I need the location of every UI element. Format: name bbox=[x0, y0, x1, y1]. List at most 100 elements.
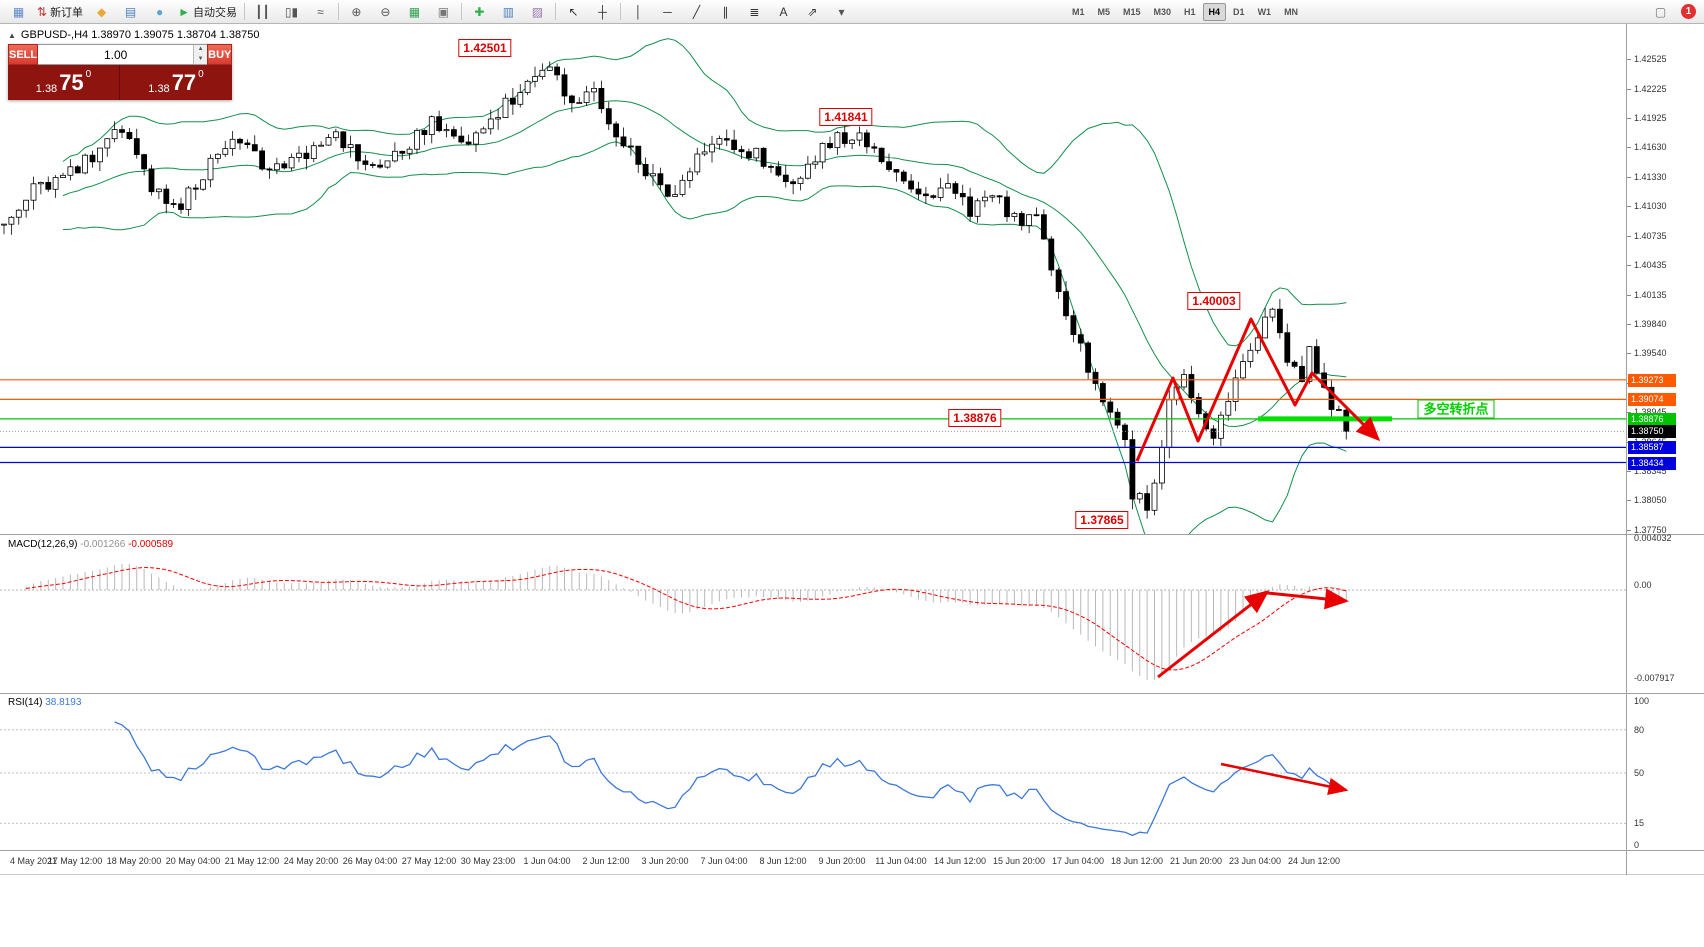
spin-up-icon[interactable]: ▲ bbox=[194, 45, 208, 55]
toolbar-separator bbox=[337, 3, 339, 20]
crosshair-tool-button[interactable]: ┼ bbox=[588, 1, 617, 23]
time-tick-label: 4 May 2021 bbox=[10, 856, 58, 866]
toolbar-right-group: ▢ 1 bbox=[1646, 1, 1700, 23]
channel-tool-icon: ∥ bbox=[722, 4, 729, 19]
sell-price-display[interactable]: 1.38 75 0 bbox=[8, 65, 120, 100]
sell-price-sup: 0 bbox=[85, 69, 92, 80]
time-tick-label: 20 May 04:00 bbox=[165, 856, 221, 866]
time-tick-label: 18 Jun 12:00 bbox=[1110, 856, 1164, 866]
timeframe-w1-button[interactable]: W1 bbox=[1257, 6, 1272, 17]
price-axis-separator bbox=[1626, 24, 1627, 875]
buy-price-sup: 0 bbox=[198, 69, 204, 80]
bars-mode-button[interactable]: ┃┃ bbox=[248, 1, 277, 23]
zoom-in-button[interactable]: ⊕ bbox=[342, 1, 371, 23]
toolbar-separator bbox=[460, 3, 462, 20]
price-tag: 1.39273 bbox=[1628, 374, 1676, 387]
timeframe-h4-button[interactable]: H4 bbox=[1202, 2, 1227, 21]
buy-button[interactable]: BUY bbox=[207, 44, 233, 65]
macd-panel-canvas[interactable] bbox=[0, 536, 1626, 692]
price-tag: 1.38876 bbox=[1628, 413, 1676, 426]
panel-separator[interactable] bbox=[0, 693, 1704, 694]
trendline-tool-button[interactable]: ╱ bbox=[682, 1, 711, 23]
volume-input[interactable] bbox=[38, 45, 194, 64]
rsi-axis-label: 80 bbox=[1634, 725, 1645, 735]
text-tool-button[interactable]: A bbox=[769, 1, 798, 23]
price-tickmark bbox=[1627, 89, 1631, 90]
templates-button[interactable]: ▨ bbox=[523, 1, 552, 23]
price-axis[interactable]: 1.42525 1.42225 1.41925 1.41630 1.41330 1.410… bbox=[1627, 24, 1704, 875]
cursor-tool-icon: ↖ bbox=[568, 4, 579, 19]
arrange-windows-button[interactable]: ▣ bbox=[429, 1, 458, 23]
vline-tool-button[interactable]: │ bbox=[624, 1, 653, 23]
time-tick-label: 9 Jun 20:00 bbox=[818, 856, 866, 866]
time-tick-label: 17 Jun 04:00 bbox=[1051, 856, 1105, 866]
indicators-button[interactable]: ✚ bbox=[465, 1, 494, 23]
collapse-one-click-icon[interactable]: ▲ bbox=[8, 30, 16, 40]
tile-windows-icon: ▦ bbox=[408, 4, 421, 19]
cursor-tool-button[interactable]: ↖ bbox=[559, 1, 588, 23]
arrange-windows-icon: ▣ bbox=[437, 4, 450, 19]
objects-dropdown-button[interactable]: ▾ bbox=[827, 1, 856, 23]
zoom-out-button[interactable]: ⊖ bbox=[371, 1, 400, 23]
price-tickmark bbox=[1627, 118, 1631, 119]
hline-tool-button[interactable]: ─ bbox=[653, 1, 682, 23]
arrows-tool-button[interactable]: ⇗ bbox=[798, 1, 827, 23]
chart-bottom-edge bbox=[0, 874, 1704, 875]
timeframe-m1-button[interactable]: M1 bbox=[1071, 6, 1085, 17]
timeframe-m30-button[interactable]: M30 bbox=[1153, 6, 1172, 17]
line-mode-button[interactable]: ≈ bbox=[306, 1, 335, 23]
price-tick-label: 1.41630 bbox=[1634, 142, 1667, 152]
timeframe-d1-button[interactable]: D1 bbox=[1233, 6, 1245, 17]
price-tick-label: 1.40435 bbox=[1634, 260, 1667, 270]
time-tick-label: 2 Jun 12:00 bbox=[582, 856, 630, 866]
vline-tool-icon: │ bbox=[634, 4, 643, 19]
mql5-market-icon: ◆ bbox=[96, 4, 107, 19]
price-tick-label: 1.38050 bbox=[1634, 495, 1667, 505]
rsi-axis-label: 100 bbox=[1634, 696, 1650, 706]
sell-price-big: 75 bbox=[59, 70, 84, 95]
time-tick-label: 26 May 04:00 bbox=[342, 856, 398, 866]
buy-price-prefix: 1.38 bbox=[148, 83, 170, 95]
time-tick-label: 27 May 12:00 bbox=[401, 856, 457, 866]
tile-windows-button[interactable]: ▦ bbox=[400, 1, 429, 23]
community-icon: ● bbox=[155, 4, 164, 19]
new-order-button[interactable]: ⇅ 新订单 bbox=[33, 1, 87, 23]
mql5-market-button[interactable]: ◆ bbox=[87, 1, 116, 23]
timeframe-mn-button[interactable]: MN bbox=[1284, 6, 1299, 17]
time-tick-label: 8 Jun 12:00 bbox=[759, 856, 807, 866]
arrows-tool-icon: ⇗ bbox=[807, 4, 818, 19]
autotrading-button[interactable]: ► 自动交易 bbox=[174, 1, 241, 23]
timeframe-h1-button[interactable]: H1 bbox=[1184, 6, 1196, 17]
new-chart-button[interactable]: ▦ bbox=[4, 1, 33, 23]
community-button[interactable]: ● bbox=[145, 1, 174, 23]
price-tickmark bbox=[1627, 265, 1631, 266]
fibo-tool-button[interactable]: ≣ bbox=[740, 1, 769, 23]
data-window-button[interactable]: ▤ bbox=[116, 1, 145, 23]
price-tick-label: 1.37750 bbox=[1634, 525, 1667, 535]
data-window-icon: ▤ bbox=[124, 4, 137, 19]
timeframe-m5-button[interactable]: M5 bbox=[1097, 6, 1110, 17]
time-tick-label: 24 May 20:00 bbox=[283, 856, 339, 866]
price-tickmark bbox=[1627, 59, 1631, 60]
price-tickmark bbox=[1627, 353, 1631, 354]
objects-dropdown-icon: ▾ bbox=[838, 4, 845, 19]
rsi-panel-canvas[interactable] bbox=[0, 694, 1626, 850]
macd-axis-label: 0.00 bbox=[1634, 580, 1652, 590]
notification-badge[interactable]: 1 bbox=[1681, 4, 1696, 19]
toolbar-separator bbox=[619, 3, 621, 20]
periods-button[interactable]: ▥ bbox=[494, 1, 523, 23]
main-chart-canvas[interactable] bbox=[0, 24, 1626, 534]
buy-price-display[interactable]: 1.38 77 0 bbox=[120, 65, 232, 100]
time-axis[interactable]: 4 May 2021 17 May 12:00 18 May 20:00 20 May… bbox=[0, 851, 1626, 874]
channel-tool-button[interactable]: ∥ bbox=[711, 1, 740, 23]
price-tickmark bbox=[1627, 206, 1631, 207]
price-tickmark bbox=[1627, 324, 1631, 325]
panel-separator[interactable] bbox=[0, 534, 1704, 535]
spin-down-icon[interactable]: ▼ bbox=[194, 54, 208, 64]
timeframe-m15-button[interactable]: M15 bbox=[1122, 6, 1141, 17]
volume-spinner[interactable]: ▲ ▼ bbox=[193, 45, 208, 64]
candles-mode-button[interactable]: ▯▮ bbox=[277, 1, 306, 23]
price-tick-label: 1.41030 bbox=[1634, 201, 1667, 211]
sell-button[interactable]: SELL bbox=[8, 44, 39, 65]
chart-shift-button[interactable]: ▢ bbox=[1646, 1, 1675, 23]
